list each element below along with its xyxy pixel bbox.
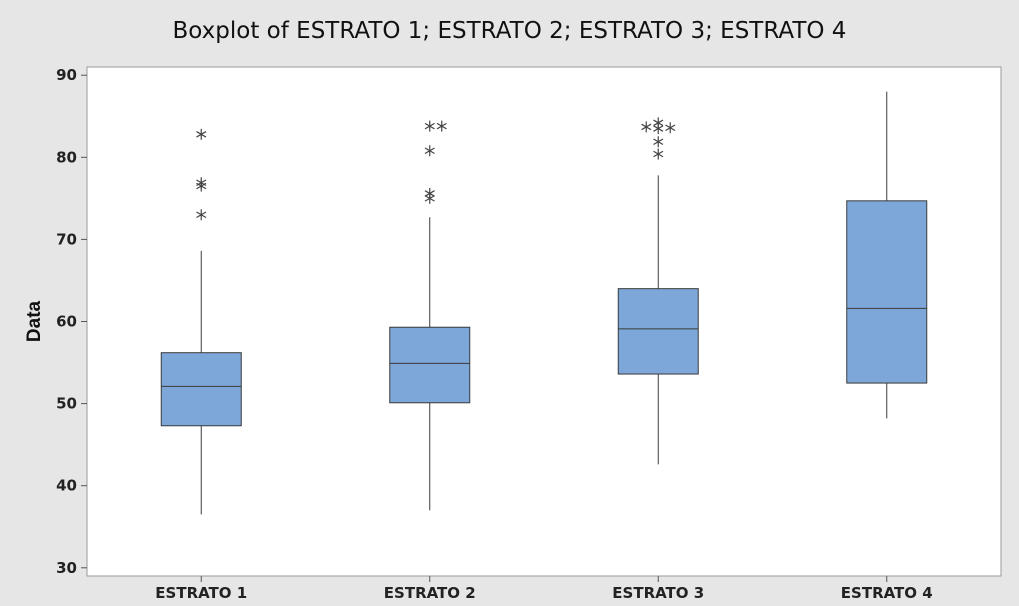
outlier-point	[653, 117, 664, 129]
y-axis-title: Data	[24, 300, 45, 342]
box-4	[846, 200, 928, 384]
x-tick-label: ESTRATO 3	[612, 584, 704, 602]
outlier-point	[424, 120, 435, 132]
outlier-point	[196, 128, 207, 140]
outlier-point	[424, 187, 435, 199]
outlier-point	[641, 121, 652, 133]
y-tick-label: 50	[56, 395, 77, 413]
y-tick-label: 30	[56, 559, 77, 577]
x-tick-label: ESTRATO 1	[155, 584, 247, 602]
y-tick-label: 70	[56, 230, 77, 248]
box-1	[160, 352, 242, 427]
outlier-point	[653, 148, 664, 160]
y-tick-label: 60	[56, 313, 77, 331]
outlier-point	[424, 145, 435, 157]
chart-title: Boxplot of ESTRATO 1; ESTRATO 2; ESTRATO…	[172, 18, 847, 44]
outlier-point	[196, 209, 207, 221]
box-2	[389, 326, 471, 404]
box-3	[617, 288, 699, 375]
x-tick-label: ESTRATO 4	[841, 584, 933, 602]
outlier-point	[665, 122, 676, 134]
x-tick-label: ESTRATO 2	[384, 584, 476, 602]
outlier-point	[436, 120, 447, 132]
outlier-point	[653, 136, 664, 148]
y-tick-label: 90	[56, 66, 77, 84]
outlier-point	[196, 177, 207, 189]
y-tick-label: 80	[56, 148, 77, 166]
y-tick-label: 40	[56, 477, 77, 495]
